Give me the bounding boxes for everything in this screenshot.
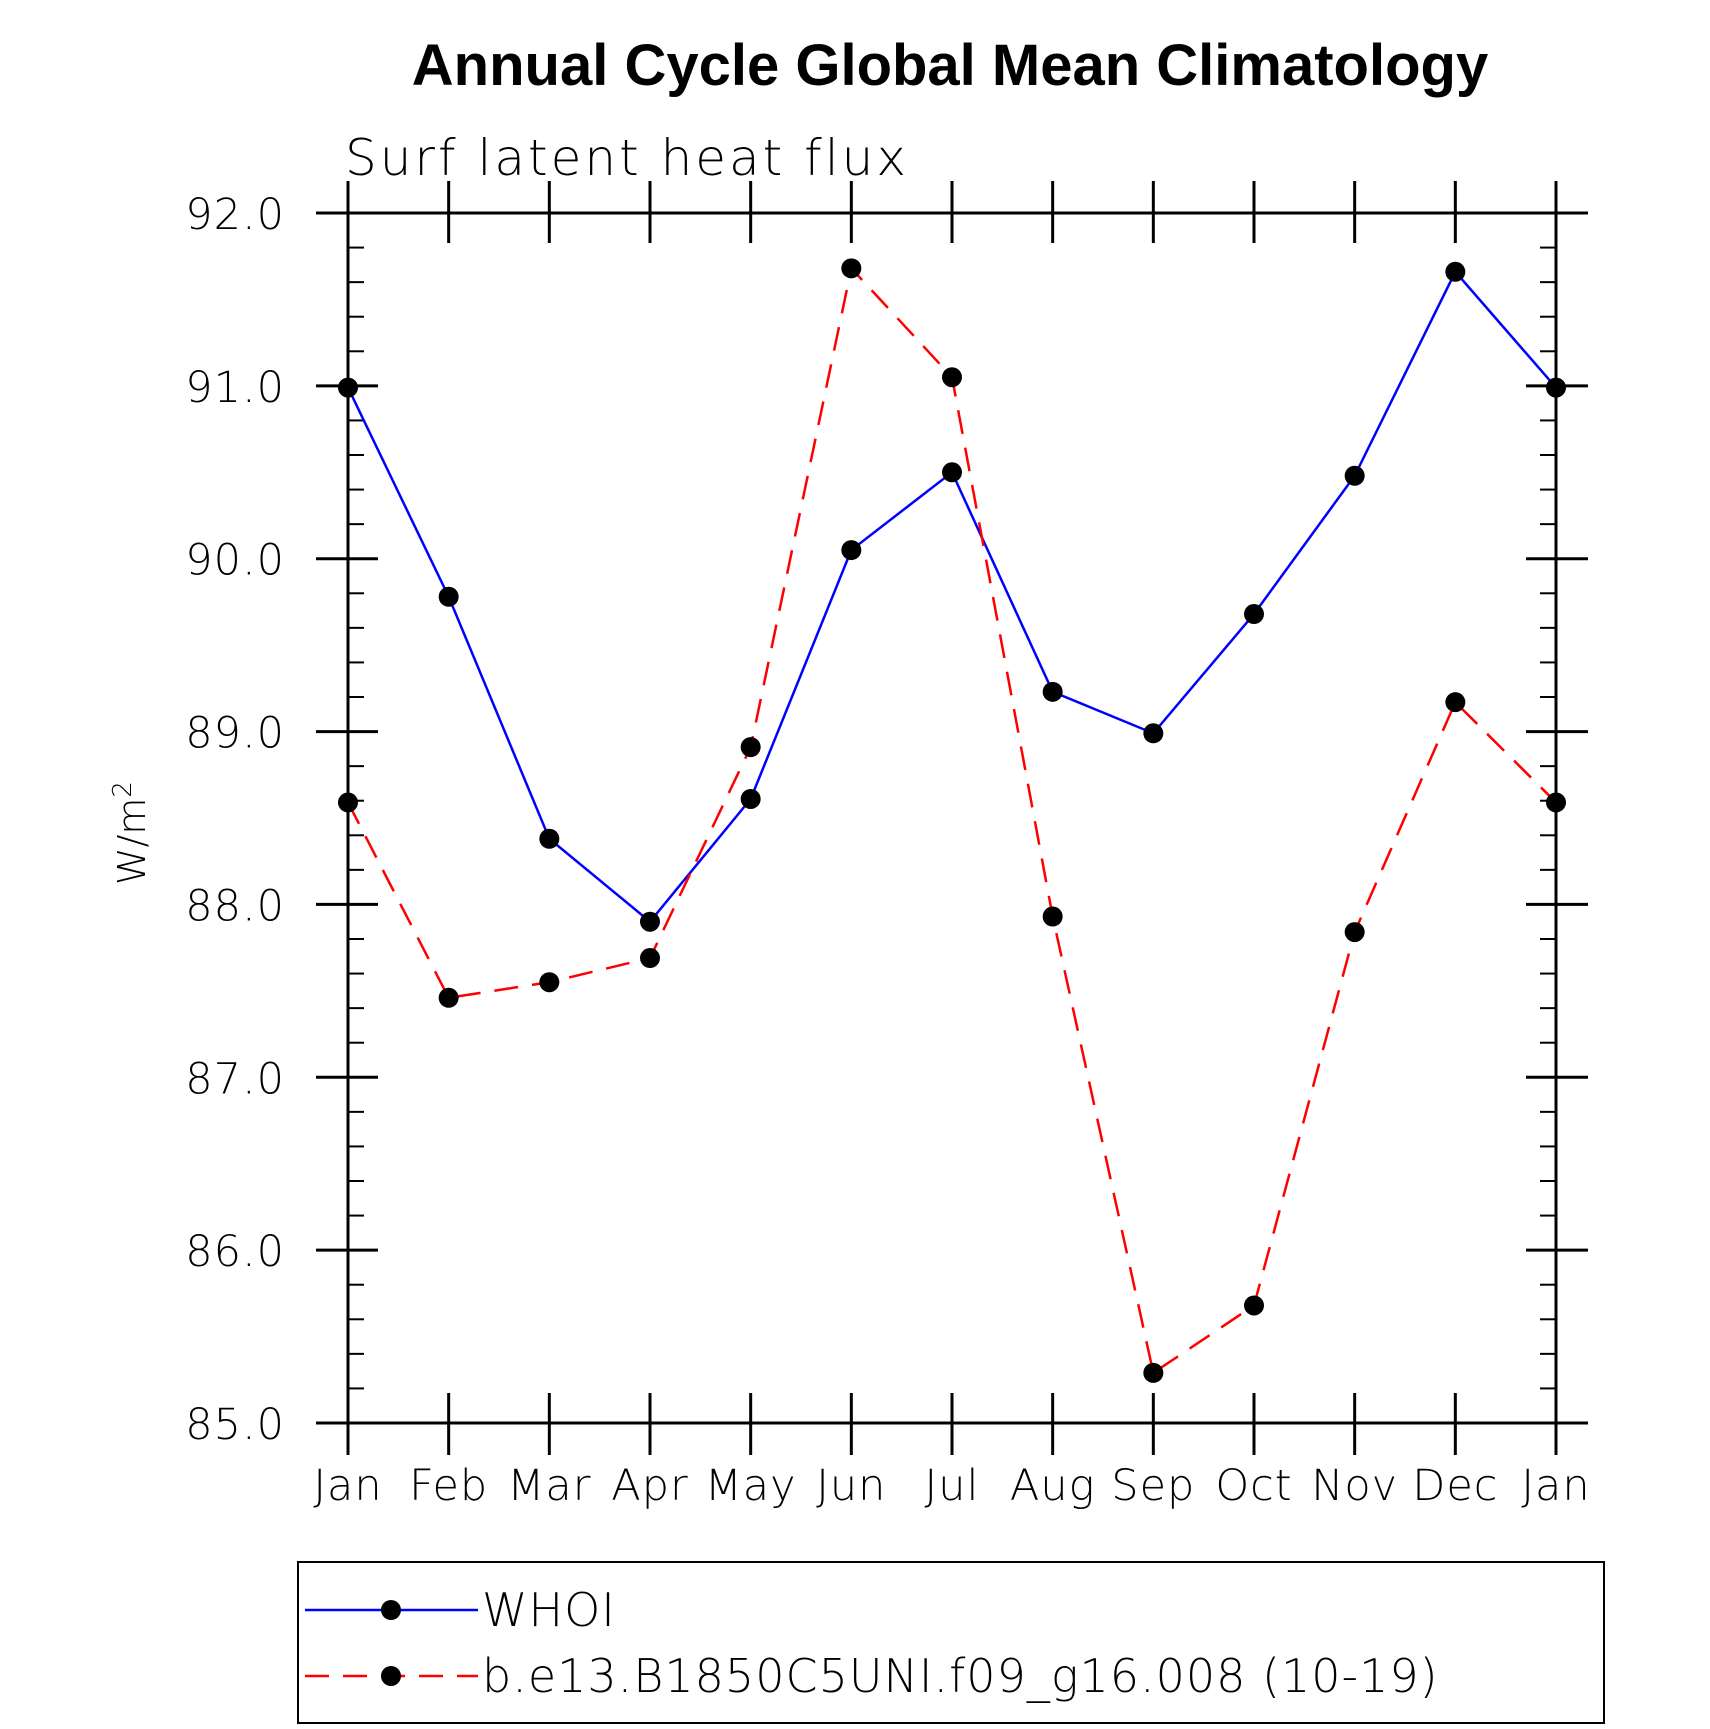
x-tick-label: Jun [816, 1461, 886, 1511]
legend: WHOI b.e13.B1850C5UNI.f09_g16.008 (10-19) [297, 1561, 1605, 1724]
legend-label: b.e13.B1850C5UNI.f09_g16.008 (10-19) [482, 1649, 1439, 1703]
y-axis-label: W/m2 [108, 781, 154, 885]
legend-item: b.e13.B1850C5UNI.f09_g16.008 (10-19) [305, 1649, 1439, 1703]
x-tick-label: Jan [313, 1461, 382, 1511]
data-point [338, 377, 358, 398]
series-1 [338, 261, 1566, 932]
data-point [438, 586, 459, 607]
data-point [841, 540, 862, 561]
legend-label: WHOI [482, 1583, 616, 1637]
y-axis-label-superscript: 2 [108, 781, 138, 798]
x-tick-labels: Jan Feb Mar Apr May Jun Jul Aug Sep Oct Nov Dec Jan [313, 1461, 1590, 1511]
data-point [1445, 261, 1466, 282]
data-point [1244, 604, 1264, 625]
x-tick-label: Dec [1412, 1461, 1498, 1511]
x-tick-label: Jul [925, 1461, 980, 1511]
legend-marker [381, 1600, 401, 1620]
data-point [1546, 792, 1566, 813]
data-point [740, 737, 761, 758]
y-tick-label: 86.0 [185, 1227, 285, 1277]
chart-title: Annual Cycle Global Mean Climatology [412, 33, 1488, 98]
legend-item: WHOI [305, 1583, 616, 1637]
legend-box [297, 1561, 1605, 1724]
data-point [1546, 377, 1566, 398]
series-2 [338, 258, 1566, 1383]
y-tick-label: 87.0 [185, 1054, 285, 1104]
data-point [539, 972, 560, 993]
y-tick-labels: 85.0 86.0 87.0 88.0 89.0 90.0 91.0 92.0 [185, 190, 285, 1450]
y-tick-label: 92.0 [185, 190, 285, 240]
x-tick-label: Nov [1311, 1461, 1398, 1511]
x-tick-label: Sep [1111, 1461, 1195, 1511]
chart-subtitle: Surf latent heat flux [345, 129, 909, 187]
x-tick-label: May [705, 1461, 797, 1511]
plot-area [316, 181, 1588, 1455]
data-point [1244, 1295, 1264, 1316]
y-axis-label-text: W/m [110, 798, 154, 885]
data-point [942, 367, 962, 388]
data-point [640, 948, 660, 969]
data-point [942, 462, 962, 483]
legend-marker [381, 1666, 401, 1686]
data-point [1042, 681, 1063, 702]
data-point [1143, 1362, 1164, 1383]
data-point [640, 911, 660, 932]
data-point [438, 987, 459, 1008]
x-tick-label: Feb [409, 1461, 488, 1511]
data-point [338, 792, 358, 813]
data-point [1042, 906, 1063, 927]
data-point [1143, 723, 1164, 744]
x-tick-label: Jan [1521, 1461, 1590, 1511]
y-tick-label: 91.0 [185, 363, 285, 413]
x-tick-label: Apr [611, 1461, 688, 1511]
y-tick-label: 89.0 [185, 709, 285, 759]
y-tick-label: 88.0 [185, 881, 285, 931]
data-point [1445, 692, 1466, 713]
data-point [740, 788, 761, 809]
y-tick-label: 90.0 [185, 536, 285, 586]
x-tick-label: Oct [1215, 1461, 1292, 1511]
data-point [841, 258, 862, 279]
x-tick-label: Aug [1010, 1461, 1095, 1511]
series-layer [338, 258, 1566, 1383]
plot-frame [346, 211, 1558, 1425]
data-point [1344, 922, 1365, 943]
y-tick-label: 85.0 [185, 1400, 285, 1450]
data-point [539, 828, 560, 849]
x-tick-label: Mar [507, 1461, 591, 1511]
data-point [1344, 465, 1365, 486]
